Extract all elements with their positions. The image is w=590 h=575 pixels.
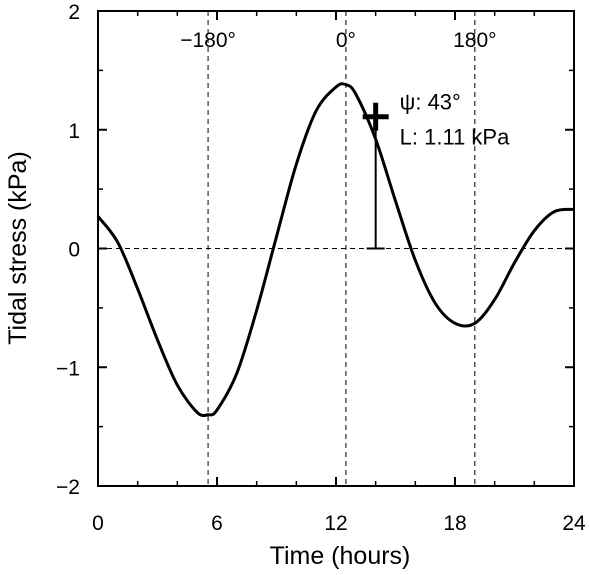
y-tick-label: 0 xyxy=(68,239,80,262)
tidal-stress-curve xyxy=(96,82,575,418)
y-tick-label: 2 xyxy=(68,1,80,24)
x-tick-label: 0 xyxy=(92,512,104,535)
x-tick-label: 6 xyxy=(211,512,223,535)
x-tick-label: 24 xyxy=(562,512,586,535)
event-marker-group: ψ: 43° L: 1.11 kPa xyxy=(362,90,510,250)
x-tick-label: 18 xyxy=(443,512,466,535)
y-axis-title: Tidal stress (kPa) xyxy=(4,151,32,345)
x-axis-title: Time (hours) xyxy=(270,542,411,570)
y-tick-label: −2 xyxy=(56,476,80,499)
annotation-load: L: 1.11 kPa xyxy=(400,125,510,150)
phase-marker-label: 180° xyxy=(453,29,496,52)
phase-marker-label: 0° xyxy=(336,29,356,52)
y-tick-label: 1 xyxy=(68,120,80,143)
grid-layer: −180° 0° 180° xyxy=(98,11,574,486)
annotation-psi: ψ: 43° xyxy=(400,90,461,115)
x-tick-label: 12 xyxy=(324,512,347,535)
phase-marker-label: −180° xyxy=(180,29,236,52)
y-tick-label: −1 xyxy=(56,357,80,380)
